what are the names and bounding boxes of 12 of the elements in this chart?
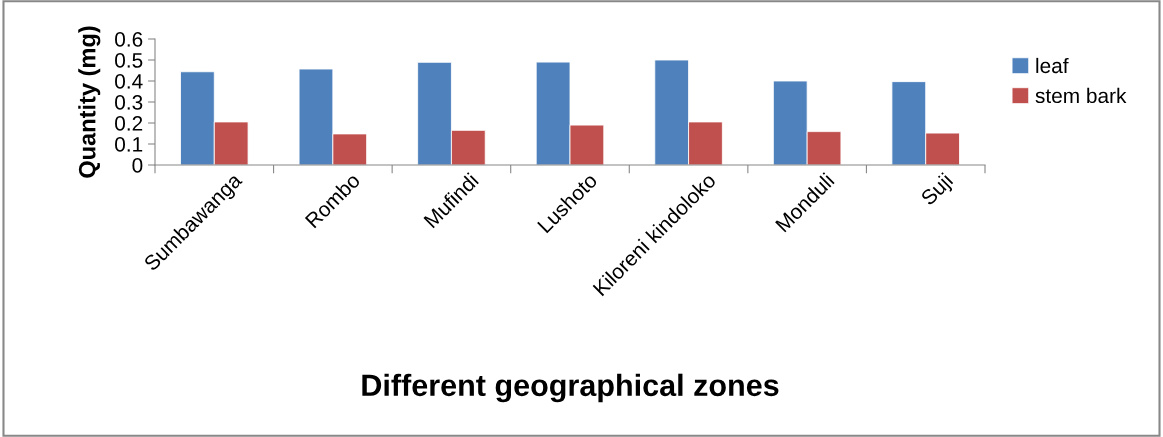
y-tick-label: 0.2 bbox=[115, 116, 143, 131]
y-tick-label: 0.1 bbox=[115, 137, 143, 152]
y-tick-label: 0.5 bbox=[115, 53, 143, 68]
legend-label: stem bark bbox=[1035, 87, 1127, 104]
y-tick-label: 0.4 bbox=[115, 74, 143, 89]
y-tick-label: 0 bbox=[132, 158, 143, 173]
x-tick-label: Suji bbox=[919, 172, 957, 209]
y-tick-label: 0.3 bbox=[115, 95, 143, 110]
y-axis-title: Quantity (mg) bbox=[78, 26, 101, 178]
x-axis-title: Different geographical zones bbox=[362, 373, 779, 403]
y-tick-label: 0.6 bbox=[115, 32, 143, 47]
legend-label: leaf bbox=[1036, 57, 1069, 74]
